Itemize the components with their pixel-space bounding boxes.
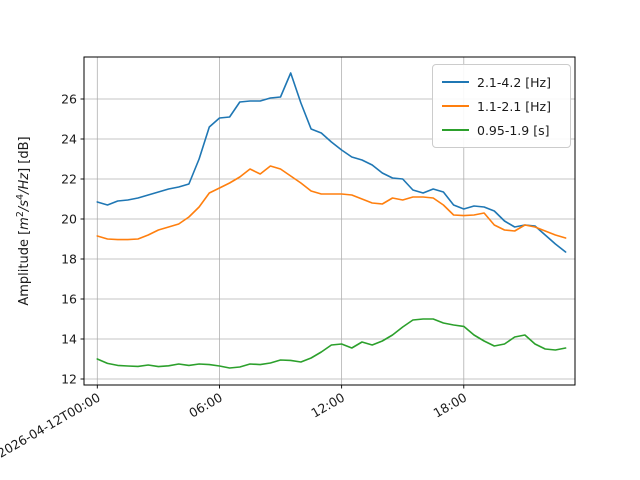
series-line-2 [96, 318, 567, 369]
y-tick-label: 12 [61, 372, 77, 387]
legend-line-swatch [442, 104, 469, 108]
x-tick-label: 12:00 [308, 390, 347, 421]
x-tick-label: 06:00 [186, 390, 225, 421]
y-tick-label: 22 [61, 172, 77, 187]
y-tick-label: 20 [61, 212, 77, 227]
legend-line-swatch [442, 128, 469, 132]
series-line-1 [96, 165, 567, 241]
legend-item: 1.1-2.1 [Hz] [442, 94, 561, 118]
y-tick-label: 14 [61, 332, 77, 347]
y-tick-label: 18 [61, 252, 77, 267]
y-axis-label: Amplitude [m2/s4/Hz] [dB] [15, 136, 32, 305]
legend-label: 1.1-2.1 [Hz] [477, 98, 551, 114]
y-tick-label: 26 [61, 92, 77, 107]
series-line-0 [96, 72, 567, 253]
x-tick-label: 18:00 [431, 390, 470, 421]
legend: 2.1-4.2 [Hz] 1.1-2.1 [Hz] 0.95-1.9 [s] [432, 64, 571, 148]
y-tick-label: 16 [61, 292, 77, 307]
legend-line-swatch [442, 80, 469, 84]
legend-label: 0.95-1.9 [s] [477, 122, 550, 138]
axes-frame [83, 56, 576, 386]
legend-label: 2.1-4.2 [Hz] [477, 74, 551, 90]
legend-item: 2.1-4.2 [Hz] [442, 70, 561, 94]
x-tick-label: 2026-04-12T00:00 [0, 390, 103, 461]
y-tick-label: 24 [61, 132, 77, 147]
legend-item: 0.95-1.9 [s] [442, 118, 561, 142]
